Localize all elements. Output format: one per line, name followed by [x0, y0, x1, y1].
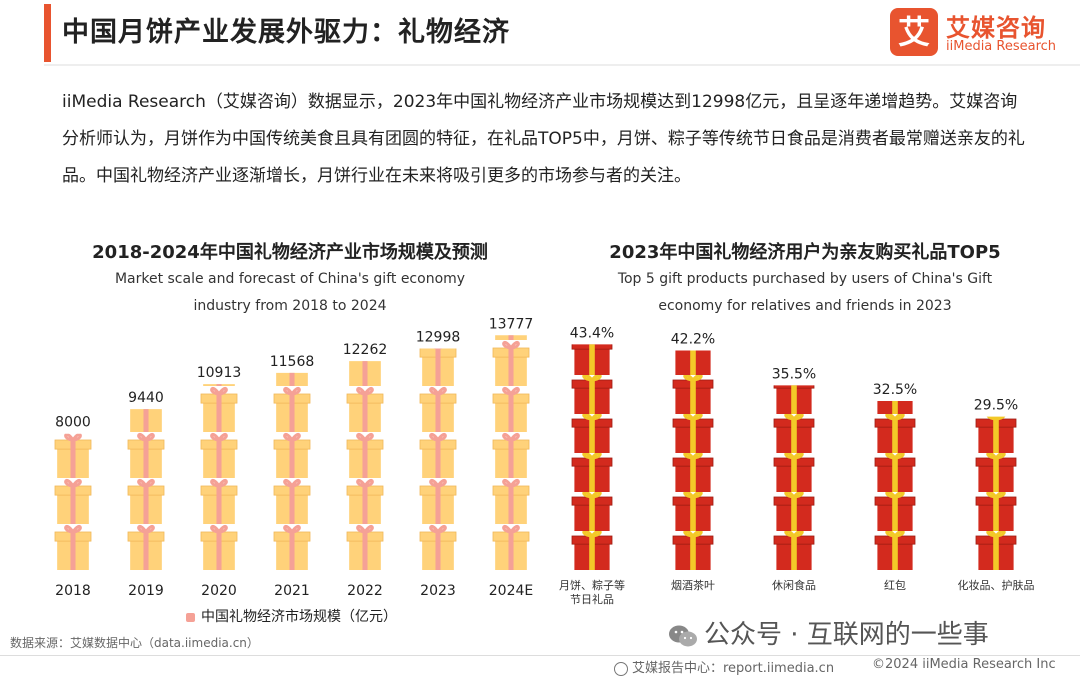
- footer-logo-icon: [614, 661, 628, 676]
- pictogram-bar: [874, 401, 916, 570]
- pictogram-bar: [419, 348, 457, 570]
- data-label: 35.5%: [772, 366, 816, 382]
- x-tick-label: 2018: [55, 583, 91, 599]
- watermark-text: 公众号 · 互联网的一些事: [704, 620, 989, 650]
- category-label: 烟酒茶叶: [671, 578, 715, 592]
- pictogram-bar: [200, 384, 238, 570]
- data-label: 43.4%: [570, 325, 614, 341]
- pictogram-bar: [54, 433, 92, 570]
- category-label: 节日礼品: [570, 592, 614, 606]
- category-label: 休闲食品: [772, 578, 816, 592]
- title-accent-bar: [44, 4, 51, 62]
- page-title: 中国月饼产业发展外驱力：礼物经济: [62, 17, 510, 48]
- data-label: 42.2%: [671, 332, 715, 348]
- wechat-icon: [669, 625, 697, 646]
- pictogram-bar: [346, 361, 384, 570]
- category-label: 红包: [884, 579, 906, 592]
- pictogram-bar: [273, 372, 311, 570]
- footer-report-center: 艾媒报告中心：report.iimedia.cn: [614, 657, 834, 676]
- data-label: 13777: [489, 316, 534, 332]
- footer-divider: [0, 655, 1080, 656]
- right-chart-subtitle: Top 5 gift products purchased by users o…: [617, 271, 993, 314]
- x-tick-label: 2023: [420, 583, 456, 599]
- data-label: 12262: [343, 342, 388, 358]
- x-tick-label: 2019: [128, 583, 164, 599]
- data-label: 11568: [270, 354, 315, 370]
- logo-cn-text: 艾媒咨询: [946, 14, 1046, 42]
- pictogram-bar: [571, 344, 613, 570]
- data-label: 9440: [128, 390, 164, 406]
- data-label: 32.5%: [873, 382, 917, 398]
- title-divider: [44, 64, 1080, 66]
- footer-text: 艾媒报告中心：report.iimedia.cn: [632, 661, 835, 676]
- data-label: 8000: [55, 415, 91, 431]
- x-tick-label: 2021: [274, 583, 310, 599]
- data-label: 10913: [197, 365, 242, 381]
- left-chart-legend: 中国礼物经济市场规模（亿元）: [186, 606, 397, 626]
- pictogram-bar: [672, 350, 714, 570]
- logo-en-text: iiMedia Research: [946, 39, 1057, 54]
- pictogram-bar: [975, 416, 1017, 570]
- x-tick-label: 2024E: [489, 583, 533, 599]
- category-label: 月饼、粽子等: [559, 578, 625, 592]
- data-label: 12998: [416, 330, 461, 346]
- x-tick-label: 2022: [347, 583, 383, 599]
- footer-copyright: ©2024 iiMedia Research Inc: [872, 657, 1056, 672]
- data-label: 29.5%: [974, 398, 1018, 414]
- pictogram-bar: [492, 335, 530, 570]
- right-chart-title: 2023年中国礼物经济用户为亲友购买礼品TOP5: [609, 242, 1001, 263]
- iimedia-logo-icon: 艾: [890, 8, 938, 56]
- x-tick-label: 2020: [201, 583, 237, 599]
- legend-label: 中国礼物经济市场规模（亿元）: [201, 609, 397, 625]
- wechat-watermark: 公众号 · 互联网的一些事: [668, 614, 989, 651]
- iimedia-logo: 艾 艾媒咨询 iiMedia Research: [890, 6, 1070, 58]
- data-source-note: 数据来源：艾媒数据中心（data.iimedia.cn）: [10, 636, 259, 650]
- intro-paragraph: iiMedia Research（艾媒咨询）数据显示，2023年中国礼物经济产业…: [62, 92, 1025, 186]
- legend-swatch: [186, 612, 195, 622]
- pictogram-bar: [773, 385, 815, 570]
- left-chart-title: 2018-2024年中国礼物经济产业市场规模及预测: [92, 242, 488, 263]
- category-label: 化妆品、护肤品: [958, 578, 1035, 592]
- pictogram-bar: [127, 409, 165, 570]
- left-chart-subtitle: Market scale and forecast of China's gif…: [114, 271, 466, 314]
